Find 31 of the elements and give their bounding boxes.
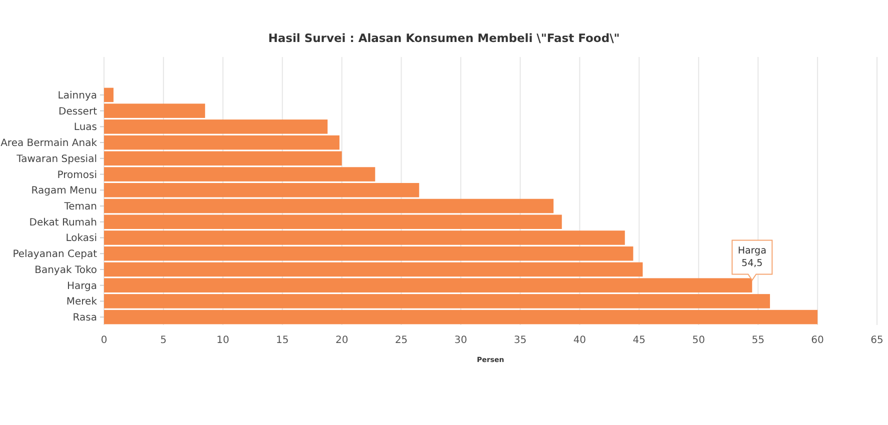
y-tick-label: Banyak Toko bbox=[34, 264, 97, 276]
x-tick-label: 60 bbox=[811, 335, 824, 346]
x-tick-label: 0 bbox=[100, 335, 108, 346]
y-tick-label: Teman bbox=[63, 202, 97, 212]
x-tick-label: 65 bbox=[870, 335, 884, 346]
x-tick-label: 20 bbox=[335, 335, 348, 346]
x-tick-label: 30 bbox=[454, 335, 468, 346]
x-tick-label: 50 bbox=[692, 335, 705, 346]
y-tick-label: Harga bbox=[66, 280, 97, 292]
y-tick-label: Promosi bbox=[57, 170, 97, 181]
annotation: Harga 54,5 bbox=[738, 246, 766, 270]
x-tick-label: 40 bbox=[573, 335, 586, 346]
y-tick-label: Lokasi bbox=[66, 233, 97, 244]
x-tick-label: 5 bbox=[160, 335, 167, 346]
y-tick-label: Tawaran Spesial bbox=[16, 154, 97, 165]
y-tick-label: Merek bbox=[66, 296, 98, 308]
x-tick-label: 45 bbox=[632, 335, 646, 346]
x-tick-label: 35 bbox=[514, 335, 527, 346]
y-tick-label: Rasa bbox=[72, 312, 97, 324]
y-tick-label: Luas bbox=[74, 122, 97, 134]
chart-title: Hasil Survei : Alasan Konsumen Membeli \"Fast Food\" bbox=[268, 31, 620, 45]
y-tick-label: Ragam Menu bbox=[31, 186, 97, 197]
y-tick-label: Pelayanan Cepat bbox=[12, 249, 98, 260]
y-tick-label: Area Bermain Anak bbox=[0, 138, 98, 150]
x-tick-label: 25 bbox=[394, 335, 408, 346]
x-tick-label: 55 bbox=[752, 335, 764, 346]
x-tick-label: 10 bbox=[216, 335, 230, 346]
x-tick-label: 15 bbox=[276, 335, 289, 346]
y-tick-label: Dekat Rumah bbox=[29, 217, 97, 228]
y-tick-label: Lainnya bbox=[58, 90, 97, 102]
y-tick-label: Dessert bbox=[58, 106, 98, 118]
